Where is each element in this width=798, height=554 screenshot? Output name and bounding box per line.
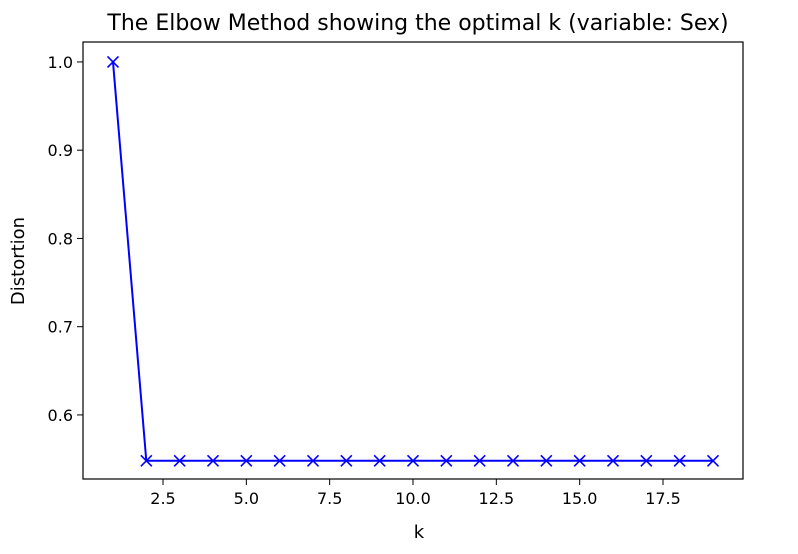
series-layer [106, 55, 720, 467]
data-point-marker [273, 454, 286, 467]
x-axis-label: k [414, 522, 425, 543]
data-point-marker [706, 454, 720, 467]
x-tick-label: 15.0 [562, 489, 598, 508]
data-point-marker [540, 454, 553, 467]
data-point-marker [240, 454, 253, 467]
plot-area [82, 41, 744, 480]
y-tick-label: 0.8 [48, 229, 73, 248]
data-point-marker [506, 454, 520, 467]
data-point-marker [373, 454, 386, 467]
x-tick-label: 5.0 [234, 489, 259, 508]
data-point-marker [206, 454, 220, 467]
x-tick-label: 7.5 [317, 489, 342, 508]
data-point-marker [640, 454, 653, 467]
x-tick-label: 2.5 [150, 489, 175, 508]
data-point-marker [606, 454, 620, 467]
x-tick-label: 10.0 [395, 489, 431, 508]
y-tick-label: 0.6 [48, 406, 73, 425]
data-point-marker [306, 454, 320, 467]
data-point-marker [340, 454, 353, 467]
data-point-marker [473, 454, 486, 467]
data-point-marker [106, 55, 120, 69]
data-point-marker [173, 454, 186, 467]
data-point-marker [573, 454, 586, 467]
chart-title: The Elbow Method showing the optimal k (… [106, 11, 728, 36]
data-point-marker [140, 454, 153, 467]
y-tick-label: 0.7 [48, 318, 73, 337]
data-point-marker [673, 454, 686, 467]
data-point-marker [440, 454, 453, 467]
series-line [112, 61, 713, 462]
y-axis-ticks: 0.6 0.7 0.8 0.9 1.0 [48, 53, 83, 425]
y-axis-label: Distortion [8, 217, 29, 305]
y-tick-label: 0.9 [48, 141, 73, 160]
x-tick-label: 17.5 [645, 489, 681, 508]
x-tick-label: 12.5 [479, 489, 515, 508]
x-axis-ticks: 2.5 5.0 7.5 10.0 12.5 15.0 17.5 [150, 479, 681, 508]
y-tick-label: 1.0 [48, 53, 73, 72]
axes-frame [82, 41, 744, 480]
data-point-marker [406, 454, 420, 467]
